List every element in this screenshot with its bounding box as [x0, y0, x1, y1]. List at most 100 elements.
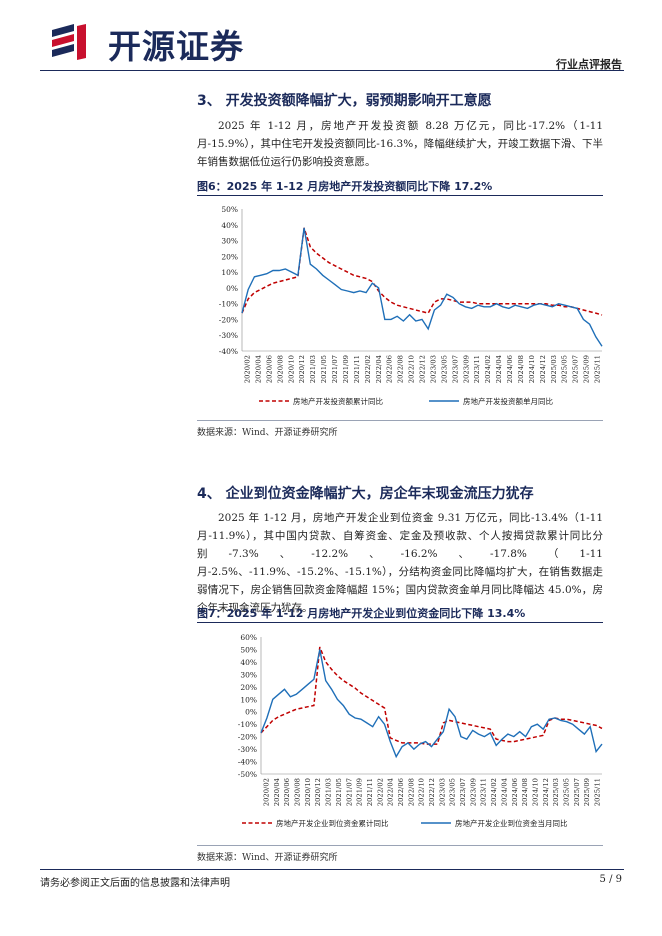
x-tick-label: 2020/12 — [314, 778, 322, 806]
y-tick-label: 60% — [240, 633, 257, 642]
series-line-1 — [260, 646, 603, 745]
x-tick-label: 2023/07 — [459, 778, 467, 806]
x-tick-label: 2022/06 — [386, 355, 394, 383]
x-tick-label: 2025/11 — [594, 355, 602, 383]
y-tick-label: 20% — [221, 252, 238, 261]
brand-name: 开源证券 — [108, 27, 244, 66]
y-tick-label: -10% — [219, 300, 238, 309]
x-tick-label: 2023/09 — [462, 355, 470, 383]
x-tick-label: 2020/06 — [265, 355, 273, 383]
x-tick-label: 2022/06 — [397, 778, 405, 806]
x-tick-label: 2024/12 — [539, 355, 547, 383]
x-tick-label: 2025/11 — [594, 778, 602, 806]
figure-7-top-rule — [197, 622, 603, 623]
legend-label-1: 房地产开发投资额累计同比 — [293, 396, 383, 406]
x-tick-label: 2023/11 — [480, 778, 488, 806]
page-header: 开源证券 行业点评报告 — [0, 0, 662, 80]
x-tick-label: 2021/03 — [309, 355, 317, 383]
x-tick-label: 2021/05 — [320, 355, 328, 383]
x-tick-label: 2024/06 — [511, 778, 519, 806]
x-tick-label: 2023/05 — [449, 778, 457, 806]
x-tick-label: 2020/06 — [283, 778, 291, 806]
x-tick-label: 2021/07 — [345, 778, 353, 806]
x-tick-label: 2025/07 — [573, 778, 581, 806]
x-tick-label: 2022/04 — [375, 355, 383, 383]
x-tick-label: 2022/02 — [364, 355, 372, 383]
x-tick-label: 2020/04 — [273, 778, 281, 806]
x-tick-label: 2022/12 — [428, 778, 436, 806]
y-tick-label: 0% — [245, 708, 257, 717]
x-tick-label: 2024/04 — [500, 778, 508, 806]
y-tick-label: 30% — [221, 237, 238, 246]
y-tick-label: -10% — [238, 720, 257, 729]
figure-7-source: 数据来源：Wind、开源证券研究所 — [197, 853, 338, 863]
figure-6-bottom-rule — [197, 420, 603, 421]
x-tick-label: 2021/05 — [335, 778, 343, 806]
x-tick-label: 2024/10 — [528, 355, 536, 383]
y-tick-label: 50% — [221, 205, 238, 214]
page-number: 5 / 9 — [599, 874, 622, 885]
section-3-paragraph: 2025 年 1-12 月，房地产开发投资额 8.28 万亿元，同比-17.2%… — [197, 120, 603, 168]
report-type-label: 行业点评报告 — [556, 58, 622, 71]
x-tick-label: 2024/10 — [531, 778, 539, 806]
x-tick-label: 2020/12 — [298, 355, 306, 383]
y-tick-label: 50% — [240, 645, 257, 654]
footer-disclaimer: 请务必参阅正文后面的信息披露和法律声明 — [40, 878, 230, 889]
y-tick-label: -40% — [238, 758, 257, 767]
x-tick-label: 2025/09 — [583, 778, 591, 806]
figure-7-chart: 60% 50% 40% 30% 20% 10% 0% -10% -20% -30% -40% -50%… — [238, 633, 603, 828]
x-tick-label: 2024/04 — [495, 355, 503, 383]
x-tick-label: 2022/10 — [408, 355, 416, 383]
y-tick-label: -30% — [219, 331, 238, 340]
y-tick-label: 10% — [221, 268, 238, 277]
series-line-1 — [241, 227, 603, 316]
x-tick-label: 2024/08 — [517, 355, 525, 383]
x-tick-label: 2025/03 — [552, 778, 560, 806]
x-tick-label: 2025/09 — [583, 355, 591, 383]
x-tick-label: 2020/02 — [244, 355, 252, 383]
y-tick-label: -40% — [219, 347, 238, 356]
kaiyuan-logo-icon — [52, 24, 86, 60]
x-tick-label: 2021/03 — [325, 778, 333, 806]
x-tick-label: 2020/02 — [263, 778, 271, 806]
figure-6-source: 数据来源：Wind、开源证券研究所 — [197, 428, 338, 438]
x-tick-label: 2023/03 — [429, 355, 437, 383]
footer-divider — [40, 869, 624, 870]
section-4-title: 4、 企业到位资金降幅扩大，房企年末现金流压力犹存 — [197, 486, 534, 502]
x-tick-label: 2021/11 — [353, 355, 361, 383]
x-tick-label: 2025/07 — [572, 355, 580, 383]
series-line-2 — [260, 649, 603, 759]
x-tick-label: 2025/05 — [561, 355, 569, 383]
legend-label-2: 房地产开发投资额单月同比 — [463, 396, 553, 406]
figure-7-bottom-rule — [197, 845, 603, 846]
legend-label-2: 房地产开发企业到位资金当月同比 — [455, 818, 568, 828]
x-tick-label: 2024/08 — [521, 778, 529, 806]
y-tick-label: -50% — [238, 770, 257, 779]
x-tick-label: 2024/02 — [484, 355, 492, 383]
x-tick-label: 2021/07 — [331, 355, 339, 383]
x-tick-label: 2022/08 — [407, 778, 415, 806]
legend-label-1: 房地产开发企业到位资金累计同比 — [276, 818, 389, 828]
y-tick-label: 20% — [240, 683, 257, 692]
x-tick-label: 2025/05 — [562, 778, 570, 806]
x-tick-label: 2023/09 — [469, 778, 477, 806]
y-tick-label: -30% — [238, 745, 257, 754]
y-tick-label: 40% — [221, 221, 238, 230]
x-tick-label: 2023/11 — [473, 355, 481, 383]
x-tick-label: 2023/05 — [440, 355, 448, 383]
x-tick-label: 2023/03 — [438, 778, 446, 806]
figure-6-top-rule — [197, 195, 603, 196]
x-tick-label: 2022/02 — [376, 778, 384, 806]
y-tick-label: 0% — [226, 284, 238, 293]
x-tick-label: 2020/08 — [276, 355, 284, 383]
series-line-2 — [241, 227, 603, 347]
section-4-paragraph: 2025 年 1-12 月，房地产开发企业到位资金 9.31 万亿元，同比-13… — [197, 512, 603, 614]
x-tick-label: 2024/06 — [506, 355, 514, 383]
y-tick-label: -20% — [238, 733, 257, 742]
header-divider — [40, 70, 624, 71]
section-3-title: 3、 开发投资额降幅扩大，弱预期影响开工意愿 — [197, 93, 492, 109]
figure-6-chart: 50% 40% 30% 20% 10% 0% -10% -20% -30% -40% 2020/02… — [219, 205, 603, 406]
x-tick-label: 2022/04 — [387, 778, 395, 806]
x-tick-label: 2023/07 — [451, 355, 459, 383]
x-tick-label: 2024/12 — [542, 778, 550, 806]
